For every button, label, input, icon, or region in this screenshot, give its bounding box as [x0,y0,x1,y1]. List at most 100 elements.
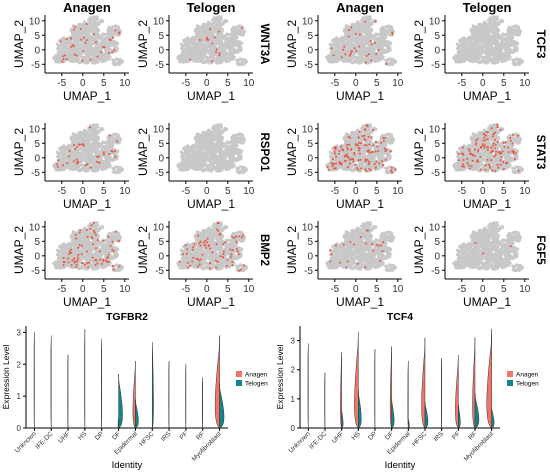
umap-cell [219,36,223,40]
umap-expressing-cell [370,59,373,62]
umap-expressing-cell [111,51,114,54]
umap-expressing-cell [62,164,64,167]
umap-cell [475,34,479,38]
umap-cell [455,54,459,58]
umap-cell [93,27,98,31]
umap-cell [111,25,115,29]
umap-cell [473,54,477,59]
umap-cell [100,39,104,43]
umap-expressing-cell [89,126,91,129]
umap-cell [509,29,513,33]
umap-expressing-cell [116,140,119,143]
umap-y-label: UMAP_2 [12,20,26,68]
umap-cell [73,59,77,63]
umap-cell [202,44,207,48]
umap-cell [368,42,372,47]
umap-cell [477,27,481,31]
umap-cell [485,50,490,54]
umap-cell [224,59,228,64]
umap-cell [74,155,78,160]
umap-y-tick-label: 5 [34,139,40,150]
umap-cell [102,54,106,58]
umap-x-tick-label: 0 [480,78,486,89]
umap-y-tick-label: 0 [34,153,40,164]
umap-cell [235,50,239,54]
umap-y-label: UMAP_2 [12,128,26,176]
umap-cell [191,39,195,43]
umap-y-tick-label: 0 [434,45,440,56]
umap-expressing-cell [367,53,370,56]
umap-expressing-cell [76,160,79,163]
umap-cell [58,156,62,160]
umap-expressing-cell [348,54,351,57]
umap-expressing-cell [114,29,117,32]
umap-expressing-cell [111,150,114,153]
umap-cell [518,62,522,66]
umap-y-label: UMAP_2 [136,20,150,68]
umap-cell [79,145,83,149]
umap-cell [85,158,90,162]
umap-cell [363,22,367,27]
umap-cell [79,168,83,172]
umap-cell [239,62,243,66]
umap-cell [234,41,238,45]
umap-expressing-cell [68,155,71,158]
umap-expressing-cell [86,163,89,166]
umap-cell [354,34,358,38]
umap-cells [52,123,124,175]
umap-cell [90,149,94,153]
umap-x-tick-label: -5 [57,78,66,89]
umap-expressing-cell [332,54,335,57]
umap-cell [388,62,392,66]
umap-expressing-cell [113,49,116,52]
umap-cell [111,133,115,137]
umap-expressing-cell [93,33,95,36]
umap-cell [107,42,111,46]
umap-cell [471,52,475,56]
umap-expressing-cell [82,49,85,52]
umap-cell [92,162,96,166]
umap-cell [482,60,486,64]
umap-cell [72,29,76,33]
umap-cell [367,18,371,22]
umap-cell [102,162,106,166]
umap-y-tick-label: 0 [158,45,164,56]
umap-expressing-cell [340,56,343,59]
umap-expressing-cell [81,143,84,146]
umap-cell [72,32,76,36]
umap-cell [62,151,66,155]
umap-cell [231,42,235,46]
umap-cell [221,46,226,50]
umap-cell [76,51,80,55]
umap-cell [87,138,91,142]
umap-cell [101,19,105,23]
umap-cell [237,29,241,33]
umap-x-tick-label: 10 [519,78,531,89]
umap-cell [95,36,99,40]
umap-expressing-cell [102,151,105,154]
umap-cell [102,145,106,149]
umap-cell [381,56,385,60]
umap-expressing-cell [355,49,358,52]
umap-y-tick-label: 10 [29,124,41,135]
column-title: Telogen [463,0,512,15]
umap-cell [473,25,477,29]
umap-x-tick-label: 5 [374,78,380,89]
umap-y-tick-label: 10 [29,16,41,27]
umap-cell [67,39,71,43]
umap-y-tick-label: -5 [155,60,164,71]
umap-cell [219,42,223,47]
umap-cell [356,30,360,34]
umap-cell [485,44,489,48]
umap-cell [512,59,517,63]
umap-cell [198,47,202,52]
umap-cell [511,62,515,66]
umap-cell [78,51,82,56]
umap-y-tick-label: 5 [307,31,313,42]
umap-cell [366,30,370,34]
umap-cell [182,60,186,64]
umap-cell [492,54,496,58]
umap-cell [483,30,487,34]
umap-expressing-cell [77,143,80,146]
